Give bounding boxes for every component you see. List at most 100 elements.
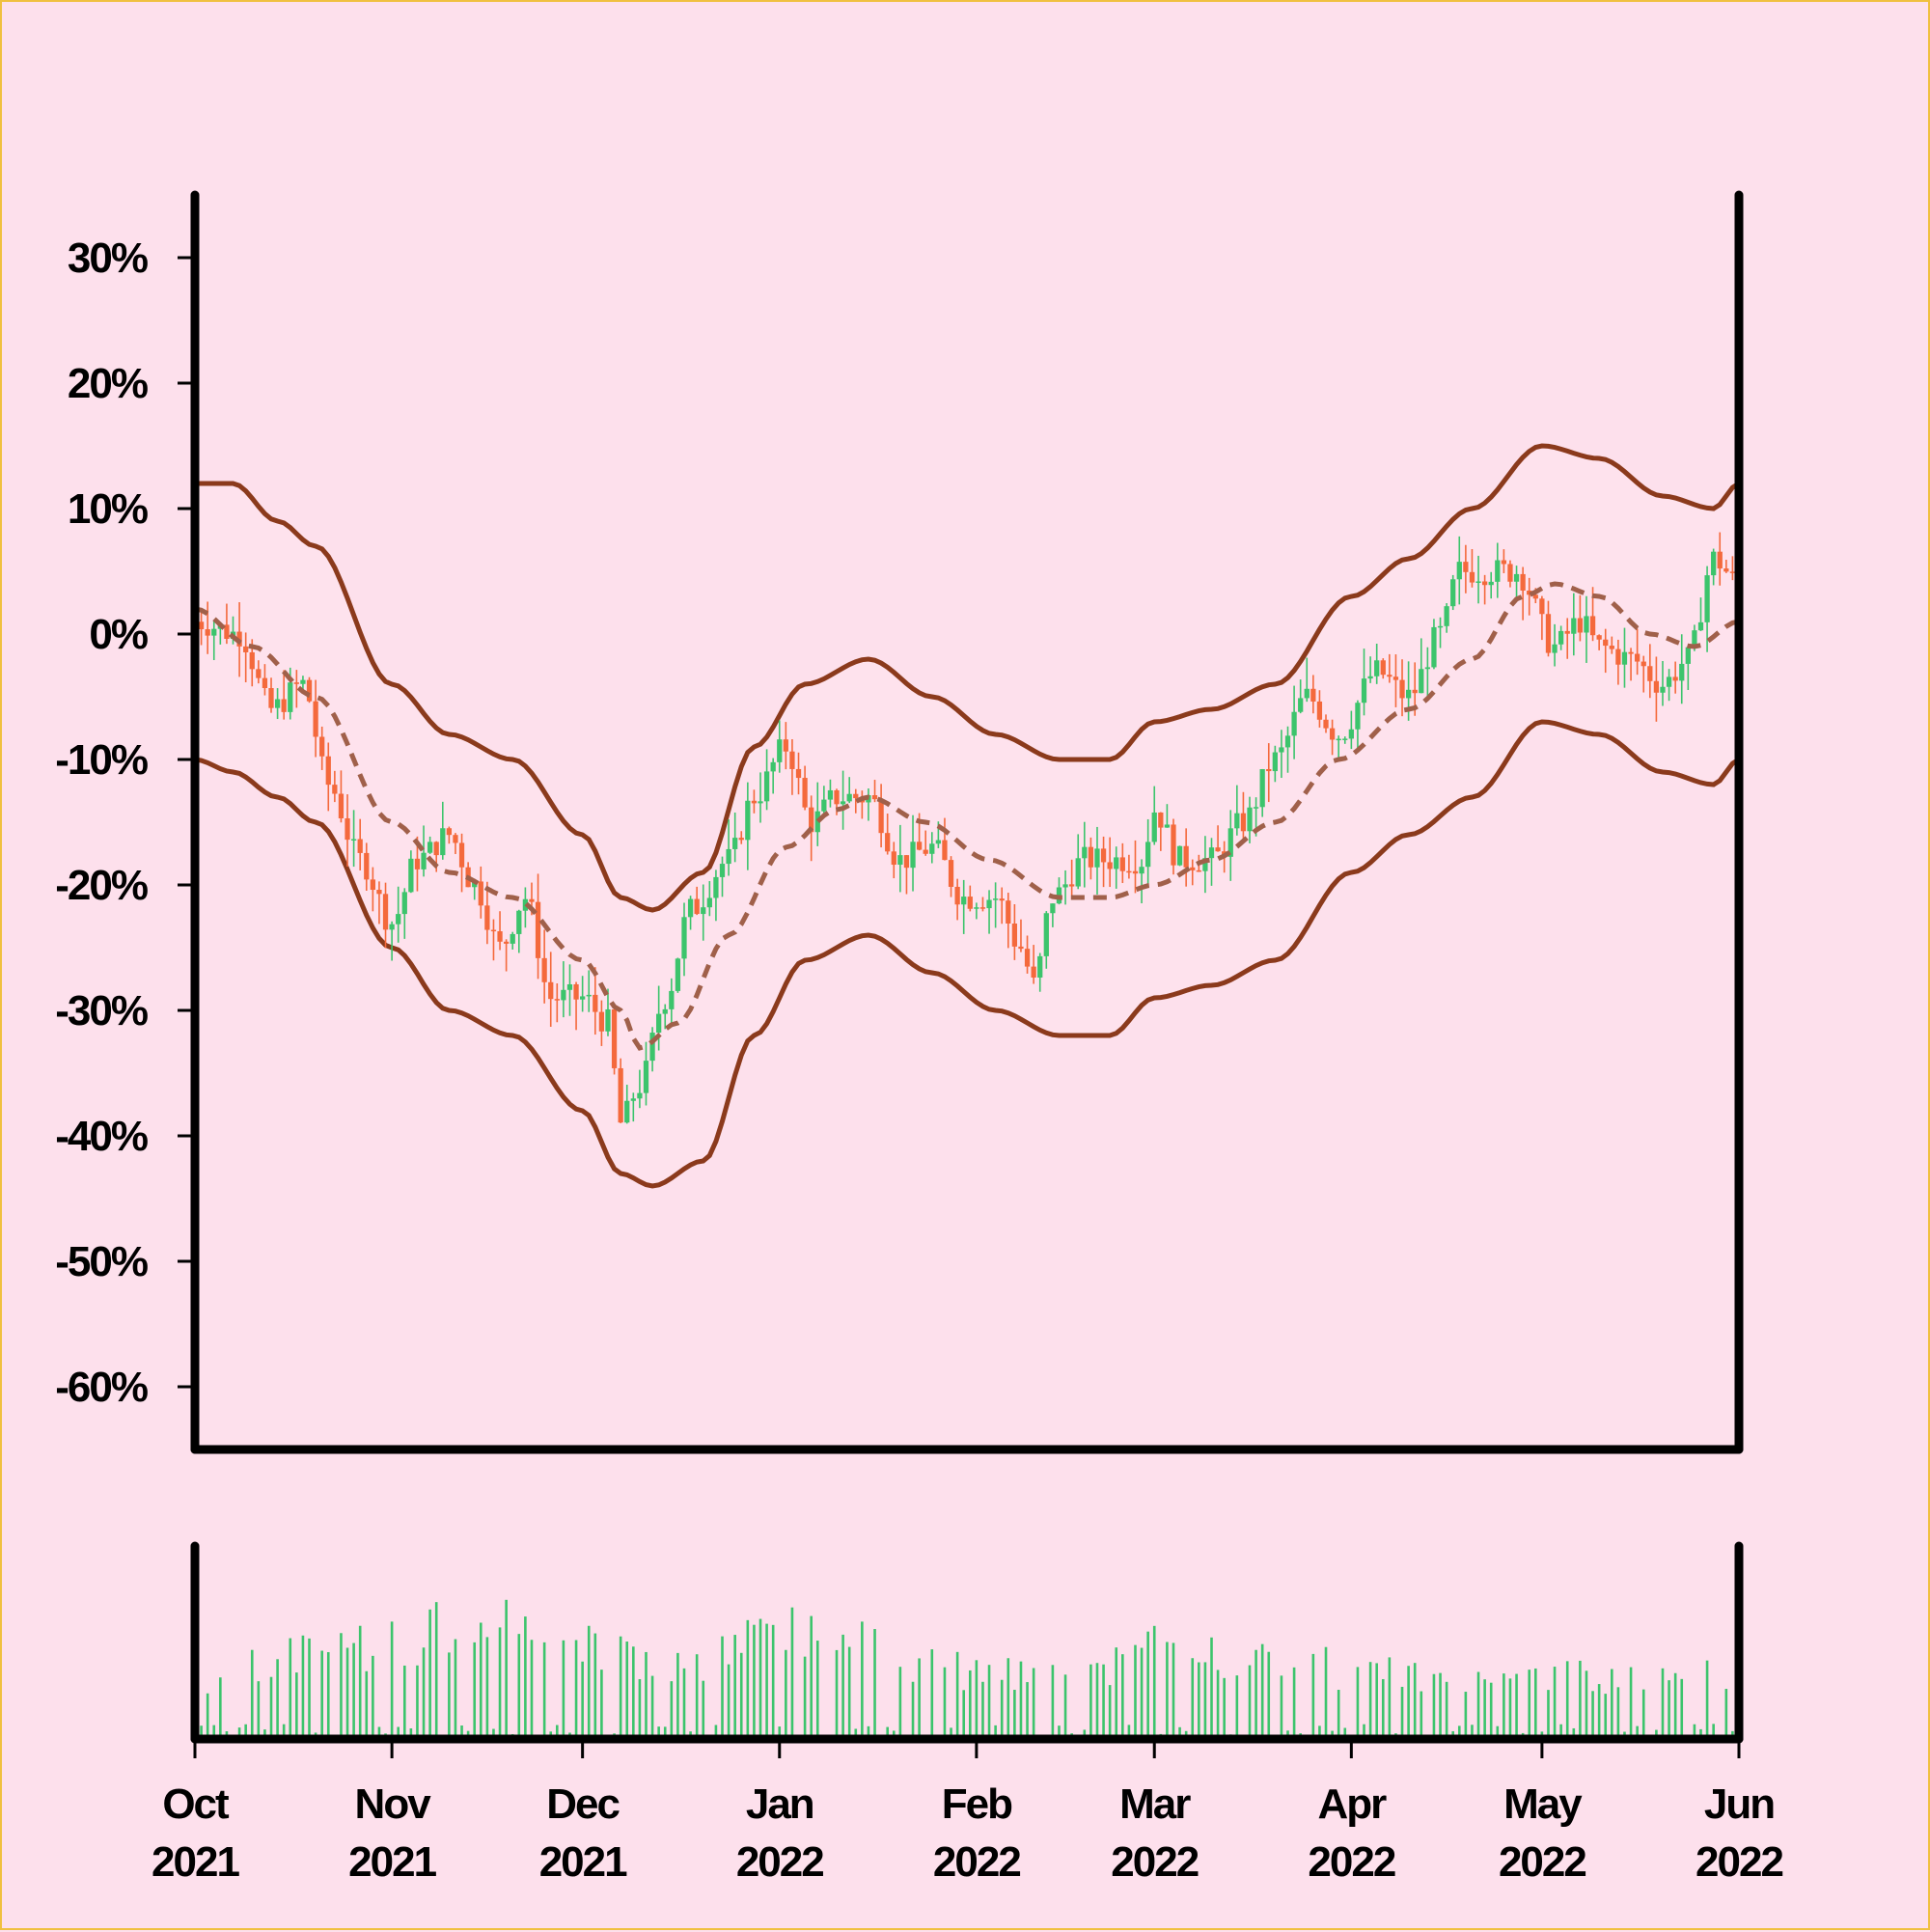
- volume-bar: [1579, 1661, 1582, 1739]
- volume-bar: [836, 1650, 839, 1739]
- volume-bar: [1662, 1669, 1665, 1739]
- volume-bar: [733, 1635, 736, 1739]
- volume-bar: [1096, 1663, 1099, 1739]
- x-tick-year: 2022: [933, 1838, 1020, 1886]
- volume-bar: [1312, 1654, 1315, 1739]
- volume-bar: [1382, 1679, 1385, 1739]
- volume-bar: [302, 1636, 305, 1739]
- volume-bar: [632, 1646, 635, 1739]
- volume-bar: [1547, 1690, 1550, 1739]
- volume-bar: [651, 1676, 654, 1739]
- volume-bar: [1191, 1658, 1194, 1739]
- volume-bar: [944, 1668, 947, 1739]
- volume-bar: [988, 1665, 991, 1739]
- volume-bar: [1414, 1663, 1417, 1739]
- volume-bar: [1446, 1682, 1448, 1739]
- volume-bar: [1325, 1647, 1328, 1739]
- volume-bar: [563, 1641, 565, 1739]
- volume-bar: [1420, 1692, 1422, 1739]
- x-tick-year: 2022: [736, 1838, 823, 1886]
- volume-bar: [308, 1639, 311, 1739]
- volume-bar: [258, 1681, 261, 1739]
- volume-bar: [620, 1637, 622, 1739]
- volume-bar: [1033, 1668, 1035, 1739]
- x-tick-month: Nov: [355, 1780, 432, 1828]
- y-tick-label: 10%: [68, 485, 148, 533]
- volume-bar: [1389, 1657, 1392, 1739]
- volume-bar: [696, 1654, 699, 1739]
- volume-bar: [1668, 1680, 1670, 1739]
- volume-bar: [683, 1669, 686, 1739]
- x-tick-month: Apr: [1317, 1780, 1387, 1828]
- volume-bar: [1109, 1685, 1112, 1739]
- volume-bar: [962, 1690, 965, 1739]
- volume-bar: [1483, 1679, 1486, 1739]
- volume-bar: [981, 1682, 984, 1739]
- volume-bar: [1528, 1670, 1530, 1739]
- volume-bar: [289, 1639, 291, 1739]
- volume-bar: [1121, 1654, 1124, 1739]
- volume-bar: [841, 1635, 844, 1739]
- volume-bar: [403, 1666, 406, 1739]
- volume-bar: [1642, 1690, 1645, 1739]
- volume-bar: [207, 1694, 209, 1739]
- volume-bar: [524, 1616, 527, 1739]
- volume-bar: [1001, 1680, 1004, 1739]
- y-tick-label: -50%: [55, 1238, 148, 1285]
- volume-bar: [1566, 1661, 1569, 1739]
- volume-bar: [1706, 1661, 1709, 1739]
- volume-bar: [1293, 1668, 1296, 1739]
- x-tick-year: 2022: [1111, 1838, 1198, 1886]
- y-tick-label: -30%: [55, 987, 148, 1035]
- volume-bar: [753, 1625, 756, 1739]
- volume-bar: [861, 1621, 864, 1739]
- y-tick-label: -10%: [55, 736, 148, 784]
- volume-bar: [1198, 1663, 1200, 1739]
- volume-bar: [594, 1634, 597, 1739]
- volume-bar: [340, 1633, 343, 1739]
- volume-bar: [1401, 1687, 1404, 1739]
- volume-bar: [1554, 1667, 1557, 1739]
- volume-bar: [765, 1624, 768, 1739]
- candle: [307, 677, 312, 704]
- volume-bar: [1254, 1650, 1257, 1739]
- volume-bar: [1006, 1658, 1009, 1739]
- x-tick-year: 2021: [539, 1838, 627, 1886]
- volume-bar: [639, 1679, 642, 1739]
- x-tick-month: Jan: [746, 1780, 813, 1828]
- x-tick-year: 2022: [1696, 1838, 1782, 1886]
- volume-bar: [486, 1637, 489, 1739]
- candle: [676, 957, 680, 992]
- volume-bar: [740, 1653, 743, 1739]
- band-fill: [195, 446, 1739, 1186]
- x-tick-month: Oct: [162, 1780, 230, 1828]
- volume-bar: [1013, 1690, 1016, 1739]
- volume-bar: [1680, 1679, 1683, 1739]
- candle: [1450, 575, 1455, 610]
- volume-bars: [194, 1600, 1741, 1739]
- volume-bar: [219, 1677, 222, 1739]
- volume-bar: [728, 1665, 731, 1739]
- volume-bar: [848, 1647, 851, 1739]
- volume-bar: [1089, 1665, 1092, 1739]
- volume-bar: [721, 1637, 724, 1739]
- volume-bar: [1134, 1645, 1137, 1739]
- volume-bar: [804, 1657, 807, 1739]
- volume-bar: [352, 1643, 355, 1739]
- volume-bar: [455, 1640, 457, 1739]
- volume-bar: [1591, 1691, 1594, 1739]
- volume-bar: [930, 1649, 933, 1739]
- volume-bar: [671, 1681, 674, 1739]
- y-axis-tick-labels: 30%20%10%0%-10%-20%-30%-40%-50%-60%: [55, 235, 191, 1411]
- volume-bar: [270, 1677, 273, 1739]
- volume-bar: [1146, 1632, 1149, 1739]
- volume-bar: [588, 1626, 591, 1739]
- volume-bar: [772, 1625, 775, 1739]
- volume-bar: [1026, 1682, 1029, 1739]
- volume-bar: [1337, 1690, 1340, 1739]
- volume-bar: [1204, 1662, 1207, 1739]
- volume-bar: [346, 1647, 349, 1739]
- volume-bar: [359, 1626, 362, 1739]
